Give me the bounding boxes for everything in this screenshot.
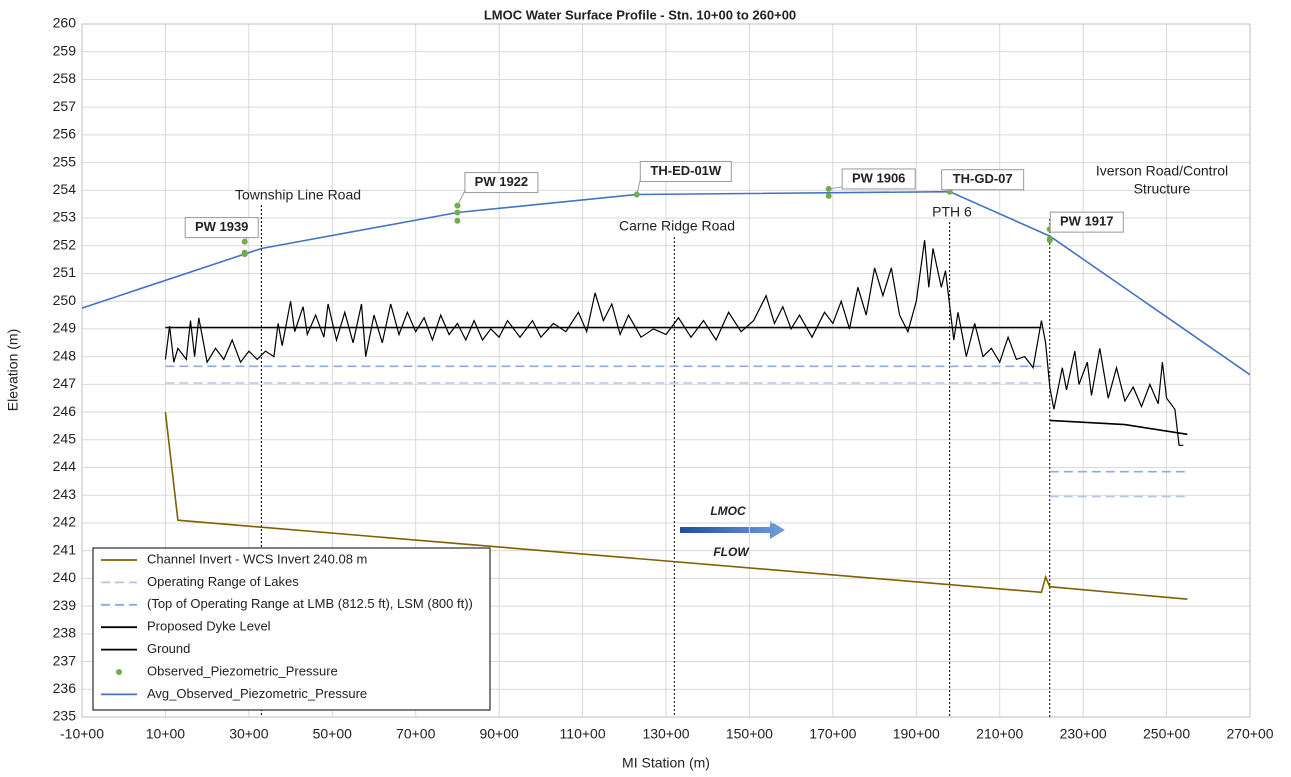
scatter-point [454, 217, 461, 224]
y-tick-label: 236 [53, 680, 77, 696]
y-tick-label: 242 [53, 514, 77, 530]
annotation: Carne Ridge Road [619, 218, 735, 234]
legend-label: Channel Invert - WCS Invert 240.08 m [147, 551, 367, 566]
chart-title: LMOC Water Surface Profile - Stn. 10+00 … [484, 7, 796, 22]
x-tick-label: -10+00 [60, 726, 104, 742]
y-axis-label: Elevation (m) [5, 329, 21, 411]
y-tick-label: 260 [53, 15, 77, 31]
x-tick-label: 190+00 [893, 726, 940, 742]
flow-arrow [680, 521, 785, 539]
y-tick-label: 255 [53, 153, 77, 169]
x-tick-label: 10+00 [146, 726, 186, 742]
y-tick-label: 246 [53, 403, 77, 419]
series-line [164, 412, 1188, 600]
x-tick-label: 90+00 [479, 726, 519, 742]
x-tick-label: 250+00 [1143, 726, 1190, 742]
callout-box [841, 168, 916, 190]
callout-label: PW 1906 [852, 170, 905, 185]
y-tick-label: 237 [53, 652, 77, 668]
y-tick-label: 253 [53, 209, 77, 225]
annotation: FLOW [713, 545, 750, 559]
callout-box [639, 160, 732, 182]
legend-label: Observed_Piezometric_Pressure [147, 663, 338, 678]
x-tick-label: 50+00 [313, 726, 353, 742]
callout-box [1049, 211, 1124, 233]
series-line [165, 326, 1188, 436]
legend-label: (Top of Operating Range at LMB (812.5 ft… [147, 596, 473, 611]
y-tick-label: 238 [53, 625, 77, 641]
annotation: PTH 6 [932, 204, 972, 220]
y-tick-label: 256 [53, 126, 77, 142]
callout-label: TH-GD-07 [953, 171, 1013, 186]
legend-swatch [116, 669, 122, 675]
annotation: Iverson Road/Control [1096, 163, 1228, 179]
legend-label: Ground [147, 641, 190, 656]
x-tick-label: 110+00 [560, 726, 606, 742]
legend-label: Proposed Dyke Level [147, 619, 271, 634]
x-tick-label: 70+00 [396, 726, 436, 742]
callout-label: PW 1922 [475, 174, 528, 189]
series-line [165, 382, 1188, 498]
callout-box [464, 172, 539, 194]
x-tick-label: 230+00 [1060, 726, 1107, 742]
annotation: Structure [1134, 181, 1191, 197]
callout-pointer [828, 186, 843, 190]
x-axis-label: MI Station (m) [622, 755, 710, 771]
x-tick-label: 130+00 [642, 726, 689, 742]
y-tick-label: 251 [53, 264, 77, 280]
y-tick-label: 258 [53, 70, 77, 86]
annotation: LMOC [710, 504, 746, 518]
callout-pointer [636, 179, 641, 195]
callout-label: TH-ED-01W [650, 163, 722, 178]
callout-pointer [456, 190, 466, 206]
y-tick-label: 239 [53, 597, 77, 613]
y-tick-label: 248 [53, 347, 77, 363]
legend-label: Avg_Observed_Piezometric_Pressure [147, 686, 367, 701]
y-tick-label: 244 [53, 458, 77, 474]
y-tick-label: 259 [53, 42, 77, 58]
callout-label: PW 1939 [195, 219, 248, 234]
y-tick-label: 254 [53, 181, 77, 197]
scatter-point [241, 251, 248, 258]
y-tick-label: 250 [53, 292, 77, 308]
legend-box [92, 547, 491, 711]
y-tick-label: 245 [53, 431, 77, 447]
scatter-point [454, 209, 461, 216]
y-tick-label: 252 [53, 236, 77, 252]
x-tick-label: 270+00 [1226, 726, 1273, 742]
plot-frame [81, 23, 1251, 718]
y-tick-label: 235 [53, 708, 77, 724]
callout-label: PW 1917 [1060, 214, 1113, 229]
y-tick-label: 257 [53, 98, 77, 114]
y-tick-label: 240 [53, 569, 77, 585]
y-tick-label: 243 [53, 486, 77, 502]
annotation: Township Line Road [235, 187, 361, 203]
y-tick-label: 247 [53, 375, 77, 391]
x-tick-label: 30+00 [229, 726, 269, 742]
series-line [164, 240, 1184, 446]
callout-box [941, 169, 1025, 191]
y-tick-label: 249 [53, 320, 77, 336]
y-tick-label: 241 [53, 541, 77, 557]
legend-label: Operating Range of Lakes [147, 574, 299, 589]
callout-box [184, 217, 259, 239]
x-tick-label: 170+00 [809, 726, 856, 742]
scatter-point [825, 192, 832, 199]
series-line [165, 365, 1188, 473]
x-tick-label: 210+00 [976, 726, 1023, 742]
scatter-point [1046, 237, 1053, 244]
x-tick-label: 150+00 [726, 726, 773, 742]
